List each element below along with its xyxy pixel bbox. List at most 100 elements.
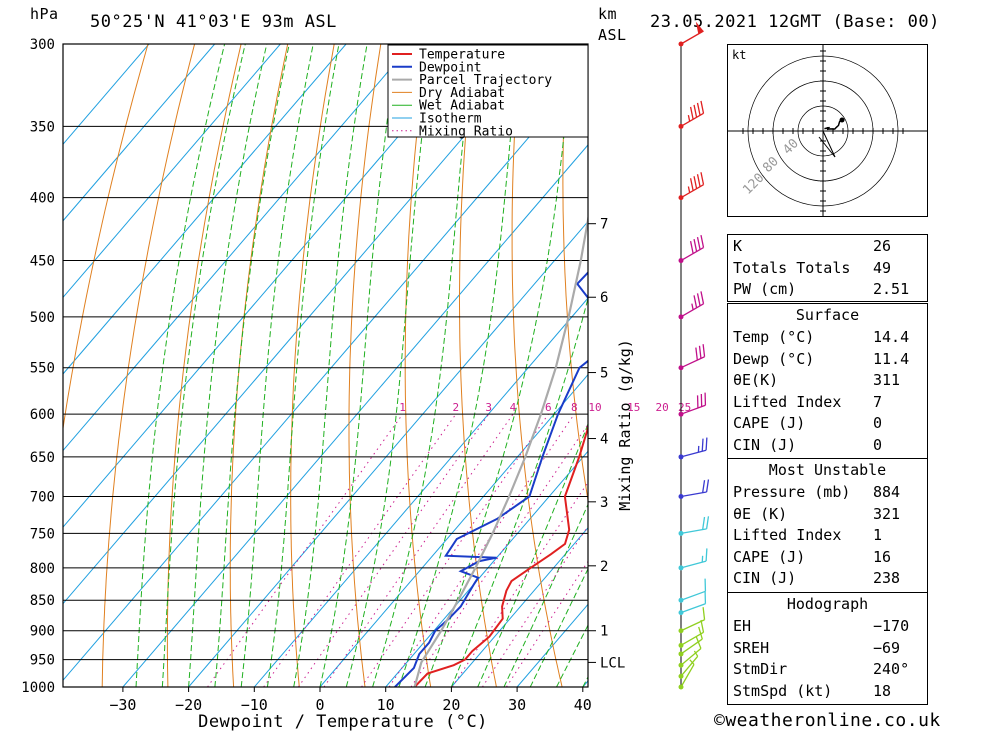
km-tick-label: 3	[600, 495, 608, 511]
panel-row-label: Pressure (mb)	[733, 483, 851, 501]
wet-adiabat-line	[266, 44, 340, 687]
panel-row: CIN (J) 0	[728, 435, 927, 456]
wind-barb	[680, 21, 704, 45]
panel-row-label: θE (K)	[733, 504, 788, 523]
panel-row-value: −69	[873, 638, 901, 657]
isotherm-line	[122, 144, 588, 687]
x-tick-label: 0	[315, 696, 324, 714]
wind-barb	[680, 344, 706, 369]
wind-barb	[680, 235, 705, 262]
dry-adiabat-line	[348, 44, 382, 687]
wet-adiabat-line	[398, 44, 521, 687]
panel-row-label: Temp (°C)	[733, 328, 815, 346]
mixing-ratio-line	[323, 413, 514, 687]
pressure-tick-label: 450	[30, 254, 55, 270]
panel-row: Totals Totals 49	[728, 258, 927, 279]
hodograph-box: kt 40 80 120	[727, 44, 928, 217]
series-dewpoint	[394, 271, 588, 687]
panel-row: θE(K) 311	[728, 370, 927, 391]
isotherm-line	[63, 44, 413, 452]
legend-label: Dry Adiabat	[419, 86, 505, 101]
series-temperature	[413, 424, 588, 687]
km-tick-label: 7	[600, 217, 608, 233]
dry-adiabat-line	[986, 44, 1000, 687]
mixing-ratio-line	[505, 560, 588, 687]
x-tick-label: −20	[175, 696, 202, 714]
wet-adiabat-line	[240, 44, 314, 687]
panel-row: CIN (J) 238	[728, 568, 927, 589]
isotherm-line	[63, 44, 281, 299]
legend-label: Parcel Trajectory	[419, 73, 552, 88]
mixing-ratio-line	[207, 413, 404, 687]
legend-box	[387, 44, 589, 138]
panel-row: StmDir 240°	[728, 659, 927, 680]
panel-row: StmSpd (kt) 18	[728, 681, 927, 702]
wet-adiabat-line	[293, 44, 368, 687]
panel-row-label: SREH	[733, 638, 770, 657]
hodo-ring-label: 120	[740, 171, 767, 198]
hodograph-stats-panel: Hodograph EH −170 SREH −69 StmDir 240° StmSpd (…	[727, 592, 928, 705]
wind-barb	[680, 548, 708, 569]
panel-row-label: StmDir	[733, 660, 788, 678]
panel-row-label: CIN (J)	[733, 435, 797, 454]
mixing-ratio-line	[451, 481, 588, 687]
panel-row-label: StmSpd (kt)	[733, 681, 833, 700]
indices-panel: K 26 Totals Totals 49 PW (cm) 2.51	[727, 234, 928, 302]
x-axis-title: Dewpoint / Temperature (°C)	[198, 712, 488, 732]
km-unit-label: km	[598, 5, 618, 23]
panel-row-label: θE(K)	[733, 371, 779, 389]
datetime-title: 23.05.2021 12GMT (Base: 00)	[650, 12, 940, 32]
legend-label: Mixing Ratio	[419, 124, 513, 139]
panel-row-value: 26	[873, 237, 892, 255]
panel-row-value: 14.4	[873, 328, 910, 346]
mixing-ratio-label: 6	[545, 401, 552, 414]
pressure-tick-label: 400	[30, 191, 55, 207]
panel-row-value: 238	[873, 569, 901, 587]
dry-adiabat-line	[511, 44, 563, 687]
wind-barb	[680, 636, 702, 666]
wet-adiabat-line	[345, 44, 434, 687]
mixing-ratio-line	[388, 413, 575, 687]
panel-row: K 26	[728, 236, 927, 257]
dry-adiabat-line	[101, 44, 196, 687]
panel-title: Surface	[795, 306, 860, 324]
panel-row: Dewp (°C) 11.4	[728, 349, 927, 370]
panel-row-value: 321	[873, 504, 901, 523]
km-tick-label: LCL	[600, 655, 625, 671]
wind-barb	[680, 619, 705, 646]
panel-title: Most Unstable	[768, 461, 887, 479]
km-tick-label: 5	[600, 366, 608, 382]
panel-row-label: CIN (J)	[733, 569, 797, 587]
wind-barb	[680, 578, 707, 601]
isotherm-line	[63, 44, 347, 375]
mixing-ratio-line	[361, 413, 549, 687]
legend-label: Dewpoint	[419, 60, 482, 75]
pressure-tick-label: 600	[30, 407, 55, 423]
wet-adiabat-line	[477, 422, 588, 687]
panel-row-value: 11.4	[873, 349, 910, 368]
km-tick-label: 1	[600, 624, 608, 640]
pressure-tick-label: 900	[30, 624, 55, 640]
plot-frame	[62, 43, 589, 688]
wet-adiabat-line	[319, 44, 399, 687]
p-unit-label: hPa	[30, 5, 59, 23]
wind-barb	[680, 607, 706, 632]
wind-barb	[680, 516, 710, 534]
pressure-tick-label: 750	[30, 526, 55, 542]
credit-label: ©weatheronline.co.uk	[714, 710, 941, 731]
isotherm-line	[253, 297, 588, 687]
hodo-ring-label: 80	[760, 154, 782, 176]
wind-dot	[678, 494, 684, 500]
panel-row-value: 240°	[873, 660, 910, 678]
wind-barb	[680, 479, 710, 498]
km-tick-label: 6	[600, 290, 608, 306]
wind-barb	[680, 659, 695, 688]
km-tick-label: 2	[600, 559, 608, 575]
mixing-ratio-label: 8	[571, 401, 578, 414]
pressure-tick-label: 700	[30, 490, 55, 506]
panel-row: Pressure (mb) 884	[728, 482, 927, 503]
legend-label: Temperature	[419, 48, 505, 63]
panel-row-value: 49	[873, 258, 892, 277]
